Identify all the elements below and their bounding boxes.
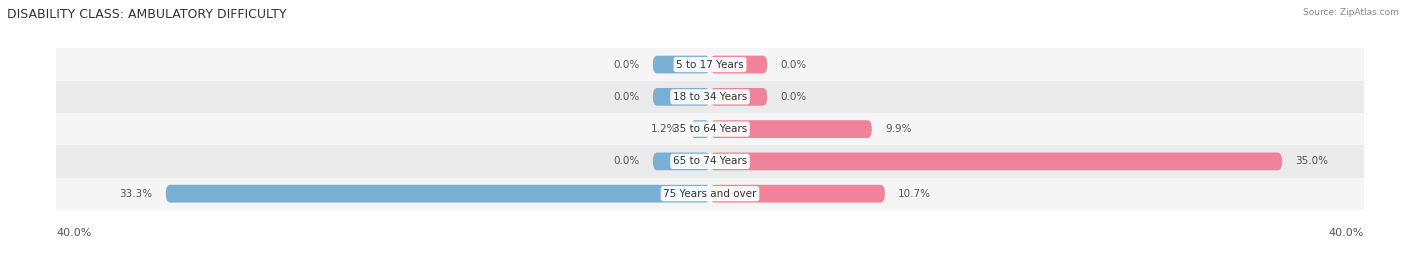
Bar <box>56 113 1364 145</box>
Text: 33.3%: 33.3% <box>120 189 153 199</box>
Text: 5 to 17 Years: 5 to 17 Years <box>676 59 744 70</box>
Text: 0.0%: 0.0% <box>780 59 807 70</box>
Text: 35 to 64 Years: 35 to 64 Years <box>673 124 747 134</box>
Text: 10.7%: 10.7% <box>898 189 931 199</box>
Text: 40.0%: 40.0% <box>1329 228 1364 238</box>
Text: 0.0%: 0.0% <box>613 59 640 70</box>
FancyBboxPatch shape <box>710 88 768 106</box>
Text: DISABILITY CLASS: AMBULATORY DIFFICULTY: DISABILITY CLASS: AMBULATORY DIFFICULTY <box>7 8 287 21</box>
FancyBboxPatch shape <box>652 56 710 73</box>
Bar <box>56 178 1364 210</box>
FancyBboxPatch shape <box>690 120 710 138</box>
Text: 65 to 74 Years: 65 to 74 Years <box>673 156 747 167</box>
Text: 40.0%: 40.0% <box>56 228 91 238</box>
FancyBboxPatch shape <box>710 185 884 203</box>
Text: 35.0%: 35.0% <box>1295 156 1329 167</box>
FancyBboxPatch shape <box>166 185 710 203</box>
Text: Source: ZipAtlas.com: Source: ZipAtlas.com <box>1303 8 1399 17</box>
Bar <box>56 48 1364 81</box>
Bar <box>56 81 1364 113</box>
Text: 1.2%: 1.2% <box>651 124 678 134</box>
Text: 18 to 34 Years: 18 to 34 Years <box>673 92 747 102</box>
Text: 75 Years and over: 75 Years and over <box>664 189 756 199</box>
FancyBboxPatch shape <box>710 153 1282 170</box>
Text: 0.0%: 0.0% <box>613 156 640 167</box>
FancyBboxPatch shape <box>710 120 872 138</box>
FancyBboxPatch shape <box>652 153 710 170</box>
Text: 9.9%: 9.9% <box>884 124 911 134</box>
FancyBboxPatch shape <box>710 56 768 73</box>
Text: 0.0%: 0.0% <box>613 92 640 102</box>
Text: 0.0%: 0.0% <box>780 92 807 102</box>
FancyBboxPatch shape <box>652 88 710 106</box>
Bar <box>56 145 1364 178</box>
